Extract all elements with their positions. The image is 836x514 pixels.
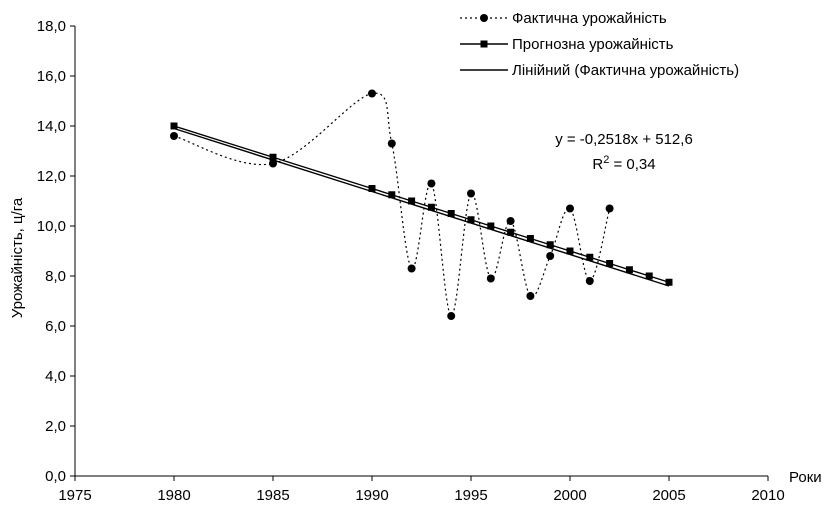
data-point (388, 191, 396, 199)
x-tick-label: 1980 (157, 487, 190, 504)
data-point (487, 222, 495, 230)
y-tick-label: 10,0 (37, 218, 66, 235)
data-point (486, 274, 495, 283)
data-point (368, 89, 376, 98)
data-point (546, 241, 554, 249)
x-axis-ticks: 1975 1980 1985 1990 1995 2000 2005 2010 (58, 476, 785, 504)
y-tick-label: 12,0 (37, 168, 66, 185)
x-tick-label: 1990 (355, 487, 388, 504)
axes (74, 26, 768, 477)
data-point (170, 122, 178, 130)
y-tick-label: 4,0 (45, 368, 66, 385)
r-squared-r: R (592, 156, 603, 173)
y-tick-label: 14,0 (37, 118, 66, 135)
series-line (173, 127, 670, 287)
y-tick-label: 2,0 (45, 418, 66, 435)
legend-item: Лінійний (Фактична урожайність) (460, 62, 739, 79)
legend-label: Прогнозна урожайність (512, 36, 674, 53)
y-tick-label: 8,0 (45, 268, 66, 285)
data-point (566, 247, 574, 255)
legend: Фактична урожайність Прогнозна урожайніст… (460, 10, 739, 79)
data-point (507, 228, 515, 236)
data-point (407, 264, 416, 273)
y-tick-label: 6,0 (45, 318, 66, 335)
x-tick-label: 2005 (652, 487, 685, 504)
data-point (546, 252, 555, 260)
legend-item: Прогнозна урожайність (460, 36, 674, 53)
x-tick-label: 1985 (256, 487, 289, 504)
r-squared-label: R2 = 0,34 (592, 154, 655, 173)
trendline-equation: y = -0,2518x + 512,6 (555, 131, 693, 148)
data-point (606, 260, 614, 267)
y-tick-label: 18,0 (37, 18, 66, 35)
y-axis-ticks: 0,0 2,0 4,0 6,0 8,0 10,0 12,0 14,0 16,0 18,0 (37, 18, 75, 485)
series-2 (170, 122, 673, 286)
data-point (625, 266, 633, 274)
data-point (269, 159, 277, 168)
legend-label: Фактична урожайність (512, 10, 667, 27)
data-point (387, 139, 396, 148)
legend-marker (480, 14, 488, 22)
data-point (605, 204, 614, 213)
data-point (408, 197, 416, 205)
r-squared-sup: 2 (603, 154, 609, 166)
data-point (586, 253, 594, 261)
y-tick-label: 16,0 (37, 68, 66, 85)
data-point (585, 277, 594, 285)
legend-marker (480, 40, 488, 48)
y-tick-label: 0,0 (45, 468, 66, 485)
x-tick-label: 1995 (454, 487, 487, 504)
legend-item: Фактична урожайність (460, 10, 667, 27)
y-axis-title: Урожайність, ц/га (9, 197, 26, 318)
series-1 (170, 89, 614, 320)
x-tick-label: 1975 (58, 487, 91, 504)
plot-area (170, 89, 673, 320)
data-point (526, 292, 535, 300)
data-point (170, 132, 178, 140)
data-point (665, 278, 673, 286)
series-line (173, 125, 670, 283)
x-axis-title: Роки (789, 469, 822, 486)
data-point (447, 210, 455, 217)
x-tick-label: 2000 (553, 487, 586, 504)
data-point (645, 272, 653, 280)
series-3 (173, 127, 670, 287)
x-tick-label: 2010 (751, 487, 784, 504)
data-point (566, 204, 574, 213)
data-point (447, 312, 456, 320)
data-point (467, 216, 475, 224)
data-point (467, 189, 475, 198)
series-line (173, 92, 611, 317)
data-point (526, 235, 534, 242)
data-point (368, 185, 376, 192)
data-point (427, 179, 436, 188)
r-squared-value: = 0,34 (609, 156, 655, 173)
data-point (427, 203, 435, 211)
legend-label: Лінійний (Фактична урожайність) (512, 62, 739, 79)
data-point (269, 153, 277, 161)
data-point (506, 217, 515, 225)
